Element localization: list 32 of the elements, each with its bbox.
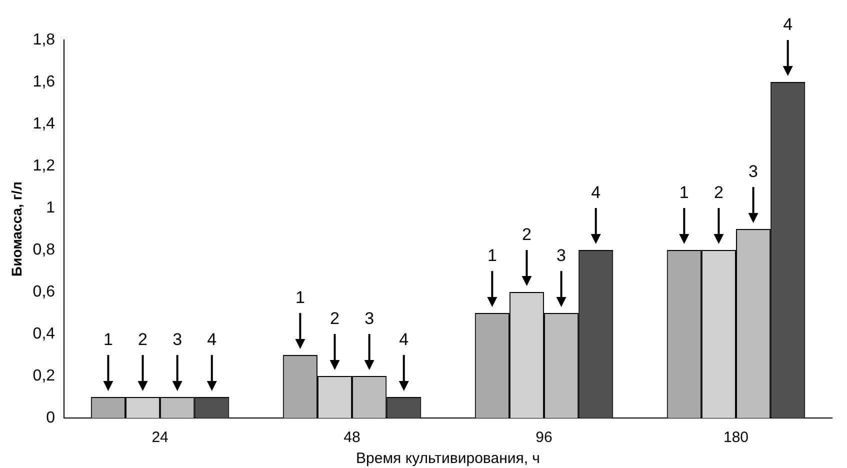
text: 1 — [103, 330, 113, 350]
text: 3 — [364, 309, 374, 328]
text: 2 — [522, 225, 532, 244]
x-tick-label: 48 — [344, 429, 360, 446]
y-tick-label: 1 — [46, 199, 56, 216]
y-tick-label: 0,6 — [32, 283, 56, 300]
text: 1 — [679, 183, 689, 202]
y-axis-title: Биомасса, г/л — [8, 182, 24, 276]
text: 1 — [487, 246, 497, 266]
text: 2 — [138, 330, 148, 350]
text: 3 — [748, 162, 758, 182]
text: 4 — [783, 15, 793, 34]
text: 4 — [207, 330, 217, 350]
y-tick-label: 1,8 — [32, 31, 56, 48]
text: 2 — [714, 183, 724, 202]
x-tick-label: 96 — [536, 429, 552, 446]
y-tick-label: 0,4 — [32, 325, 56, 342]
text: 1 — [295, 288, 305, 308]
y-tick-label: 1,6 — [32, 73, 56, 90]
x-axis-title: Время культивирования, ч — [356, 450, 540, 468]
text: 4 — [591, 183, 601, 202]
y-tick-label: 0,8 — [32, 241, 56, 258]
y-tick-label: 0 — [46, 409, 56, 426]
x-tick-label: 180 — [723, 429, 749, 446]
y-tick-label: 0,2 — [32, 367, 56, 384]
text: 2 — [330, 309, 340, 328]
y-tick-label: 1,4 — [32, 115, 56, 132]
text: 3 — [172, 330, 182, 350]
x-tick-label: 24 — [152, 429, 168, 446]
text: 4 — [399, 330, 409, 350]
text: 3 — [556, 246, 566, 266]
y-tick-label: 1,2 — [32, 157, 56, 174]
